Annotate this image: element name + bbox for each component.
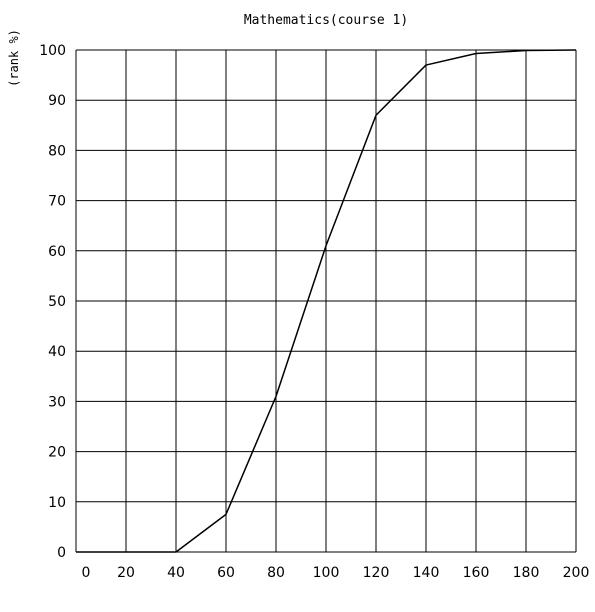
y-tick-label: 60	[48, 244, 66, 260]
y-axis-label: (rank %)	[7, 29, 21, 87]
x-tick-label: 180	[513, 565, 540, 581]
y-tick-label: 80	[48, 143, 66, 159]
x-tick-label: 80	[267, 565, 285, 581]
y-tick-label: 90	[48, 93, 66, 109]
x-tick-label: 140	[413, 565, 440, 581]
y-tick-label: 30	[48, 394, 66, 410]
x-tick-label: 200	[563, 565, 590, 581]
x-tick-label: 20	[117, 565, 135, 581]
chart-title: Mathematics(course 1)	[244, 13, 408, 28]
y-tick-label: 10	[48, 495, 66, 511]
x-tick-label: 120	[363, 565, 390, 581]
x-tick-label: 100	[313, 565, 340, 581]
x-tick-label: 60	[217, 565, 235, 581]
y-tick-label: 20	[48, 445, 66, 461]
series-group	[75, 49, 577, 553]
tick-labels: 0 20 40 60 80 100 120 140 160 180 200 0 10 20 30 40 50 60…	[39, 43, 589, 581]
y-tick-label: 40	[48, 344, 66, 360]
y-tick-label: 50	[48, 294, 66, 310]
y-tick-label: 70	[48, 194, 66, 210]
x-tick-label: 40	[167, 565, 185, 581]
grid	[75, 49, 577, 553]
x-tick-label: 160	[463, 565, 490, 581]
y-tick-label: 0	[57, 545, 66, 561]
y-tick-label: 100	[39, 43, 66, 59]
x-tick-label: 0	[82, 565, 91, 581]
